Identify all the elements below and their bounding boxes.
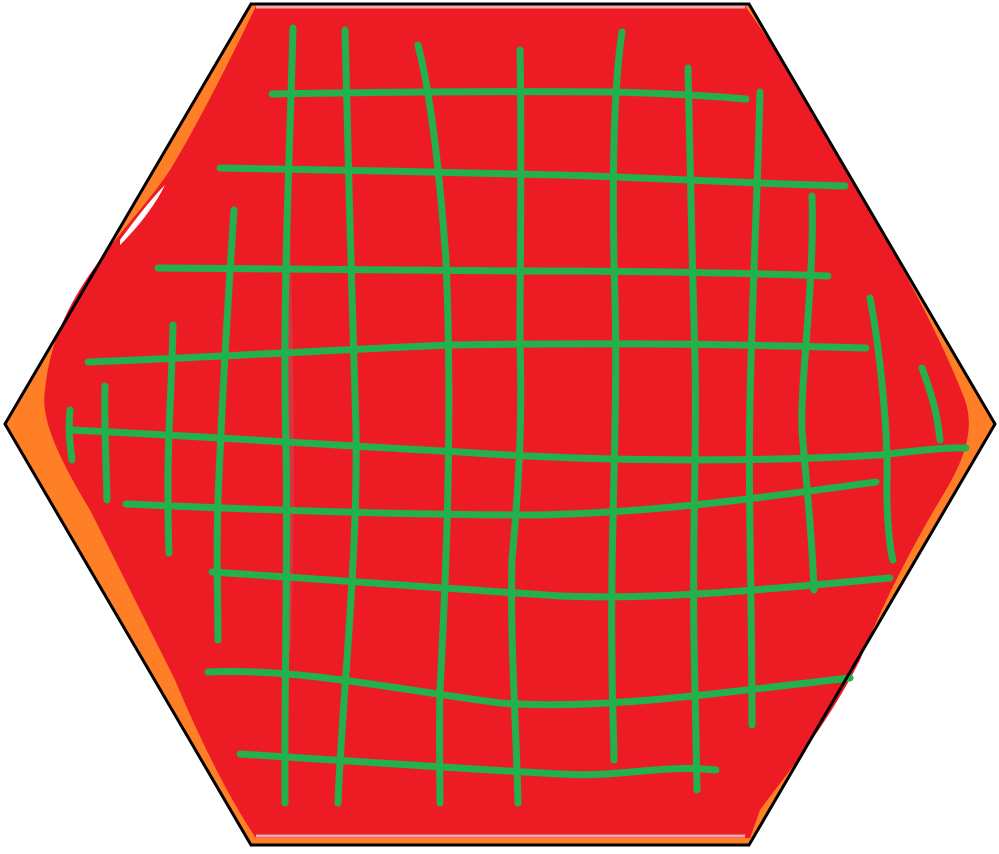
- grid-line-v13: [101, 382, 111, 504]
- grid-line-v5: [608, 28, 626, 764]
- grid-line-h8: [204, 668, 854, 709]
- grid-line-h6: [122, 478, 880, 519]
- grid-line-v14: [65, 406, 76, 464]
- grid-line-h5: [66, 426, 970, 464]
- grid-line-h1: [268, 88, 750, 103]
- grid-line-v9: [866, 294, 897, 564]
- grid-line-h7: [208, 568, 894, 601]
- grid-line-v6: [684, 64, 701, 794]
- grid-line-v4: [508, 46, 525, 807]
- grid-line-v12: [164, 321, 177, 557]
- grid-line-v8: [798, 192, 818, 594]
- grid-line-v1: [281, 24, 297, 807]
- grid-line-v3: [414, 41, 453, 807]
- hexagon-outline: [3, 2, 997, 847]
- white-patch: [120, 185, 165, 245]
- grid-line-h9: [236, 750, 720, 779]
- green-grid: [65, 24, 970, 807]
- grid-line-v10: [918, 364, 944, 444]
- grid-line-v2: [334, 26, 360, 807]
- red-paint-area: [44, 6, 969, 838]
- grid-line-v7: [745, 88, 764, 729]
- grid-line-v11: [213, 206, 238, 644]
